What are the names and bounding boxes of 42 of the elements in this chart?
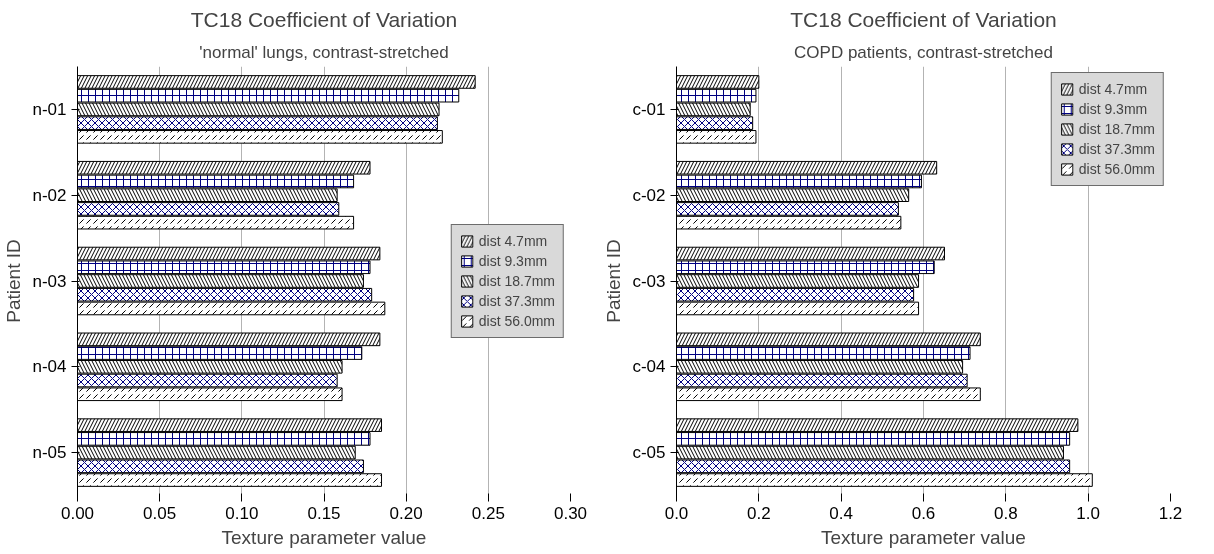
- y-tick-label: n-03: [32, 271, 67, 291]
- x-axis-title: Texture parameter value: [221, 526, 427, 548]
- x-tick-label: 0.8: [994, 503, 1018, 523]
- x-tick-label: 0.6: [911, 503, 936, 523]
- y-tick-label: c-05: [632, 443, 666, 463]
- legend-label: dist 37.3mm: [478, 292, 555, 309]
- x-tick-label: 0.10: [225, 503, 259, 523]
- x-tick-label: 0.4: [829, 503, 853, 523]
- x-tick-label: 0.05: [143, 503, 177, 523]
- x-tick-label: 1.0: [1076, 503, 1100, 523]
- legend-label: dist 9.3mm: [1078, 101, 1148, 117]
- y-tick-label: c-03: [632, 271, 666, 291]
- x-tick-label: 0.2: [747, 503, 771, 523]
- y-tick-label: c-04: [632, 357, 666, 377]
- x-tick-label: 1.2: [1158, 503, 1183, 523]
- chart-subtitle: 'normal' lungs, contrast-stretched: [199, 42, 449, 62]
- chart-title: TC18 Coefficient of Variation: [190, 7, 458, 31]
- y-axis-title: Patient ID: [603, 239, 625, 323]
- legend-label: dist 56.0mm: [478, 312, 555, 329]
- chart-title: TC18 Coefficient of Variation: [790, 7, 1057, 31]
- y-tick-label: c-01: [632, 99, 666, 119]
- x-tick-label: 0.00: [60, 503, 95, 523]
- chart-subtitle: COPD patients, contrast-stretched: [794, 42, 1053, 62]
- x-tick-label: 0.30: [553, 503, 588, 523]
- y-tick-label: n-04: [32, 357, 67, 377]
- x-tick-label: 0.25: [471, 503, 505, 523]
- y-tick-label: n-01: [32, 99, 67, 119]
- legend-label: dist 4.7mm: [1078, 81, 1148, 97]
- x-tick-label: 0.20: [389, 503, 423, 523]
- x-tick-label: 0.15: [307, 503, 341, 523]
- x-tick-label: 0.0: [664, 503, 689, 523]
- legend-label: dist 18.7mm: [478, 272, 555, 289]
- y-tick-label: c-02: [632, 185, 666, 205]
- legend-label: dist 56.0mm: [1078, 161, 1155, 177]
- y-tick-label: n-05: [32, 443, 67, 463]
- y-axis-title: Patient ID: [3, 239, 25, 323]
- legend-label: dist 9.3mm: [478, 252, 548, 269]
- legend-label: dist 4.7mm: [478, 232, 548, 249]
- x-axis-title: Texture parameter value: [821, 526, 1026, 548]
- y-tick-label: n-02: [32, 185, 67, 205]
- legend-label: dist 37.3mm: [1078, 141, 1155, 157]
- legend-label: dist 18.7mm: [1078, 121, 1155, 137]
